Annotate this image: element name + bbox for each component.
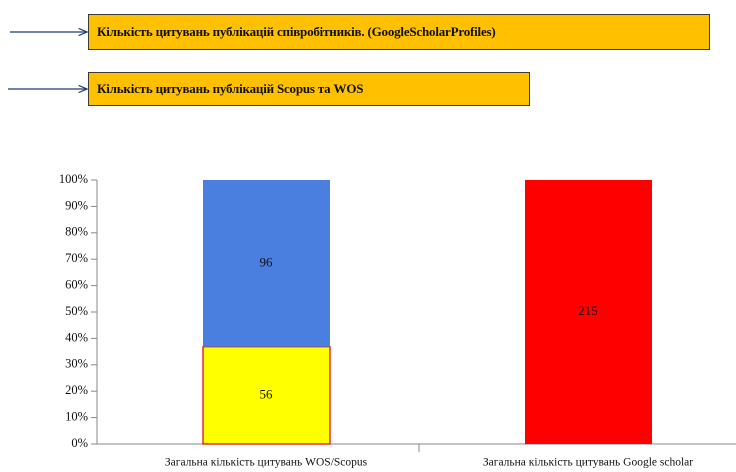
y-tick-label: 50% (65, 304, 88, 318)
y-tick-label: 30% (65, 357, 88, 371)
y-tick-label: 40% (65, 330, 88, 344)
y-tick-label: 20% (65, 383, 88, 397)
annotation-box: Кількість цитувань публікацій Scopus та … (88, 72, 530, 106)
data-label: 215 (578, 303, 598, 318)
y-tick-label: 70% (65, 251, 88, 265)
y-tick-label: 90% (65, 198, 88, 212)
y-tick-label: 80% (65, 225, 88, 239)
bar-segment (202, 346, 331, 445)
data-label: 56 (260, 386, 274, 401)
x-tick-label: Загальна кількість цитувань Google schol… (483, 457, 693, 469)
data-label: 96 (260, 254, 274, 269)
bar-segment (525, 180, 652, 444)
bar-segment (203, 180, 330, 347)
y-tick-label: 100% (59, 172, 88, 186)
y-tick-label: 0% (71, 436, 88, 450)
y-tick-label: 10% (65, 409, 88, 423)
y-tick-label: 60% (65, 277, 88, 291)
x-tick-label: Загальна кількість цитувань WOS/Scopus (165, 457, 368, 469)
annotation-box: Кількість цитувань публікацій співробітн… (88, 14, 710, 50)
